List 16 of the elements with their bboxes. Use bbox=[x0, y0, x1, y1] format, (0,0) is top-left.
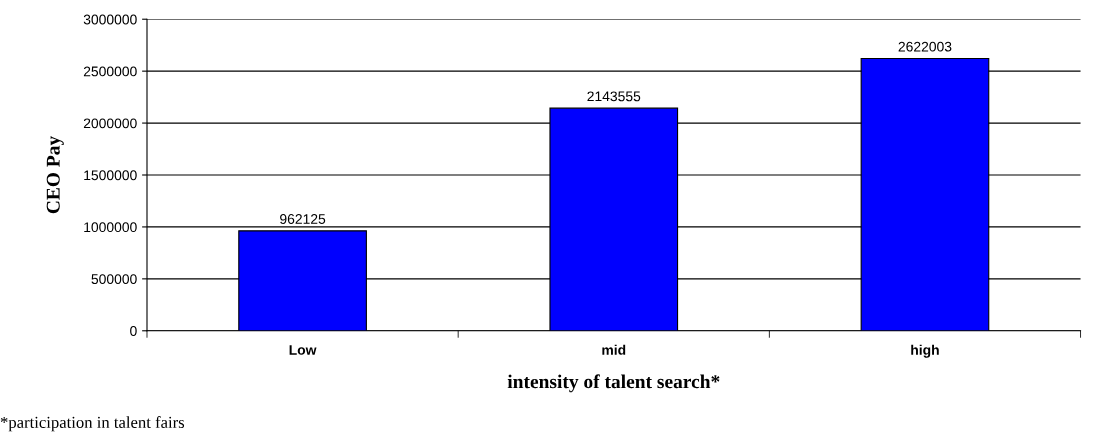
y-tick-label: 3000000 bbox=[83, 14, 137, 25]
data-label: 2622003 bbox=[898, 41, 952, 52]
x-tick-label: Low bbox=[289, 345, 317, 355]
x-axis-title: intensity of talent search* bbox=[507, 374, 720, 393]
y-tick-label: 2500000 bbox=[83, 66, 137, 77]
y-tick-label: 500000 bbox=[91, 274, 137, 285]
x-tick-label: high bbox=[911, 344, 939, 358]
y-tick-label: 1000000 bbox=[84, 222, 137, 233]
data-label: 962125 bbox=[280, 214, 326, 224]
y-tick-label: 0 bbox=[130, 326, 137, 336]
x-tick-label: mid bbox=[602, 344, 626, 355]
y-axis-title: CEO Pay bbox=[46, 136, 64, 214]
data-label: 2143555 bbox=[587, 91, 641, 102]
text: *participation in talent fairs bbox=[0, 416, 185, 432]
y-tick-label: 1500000 bbox=[84, 170, 137, 181]
y-tick-label: 2000000 bbox=[83, 118, 137, 129]
